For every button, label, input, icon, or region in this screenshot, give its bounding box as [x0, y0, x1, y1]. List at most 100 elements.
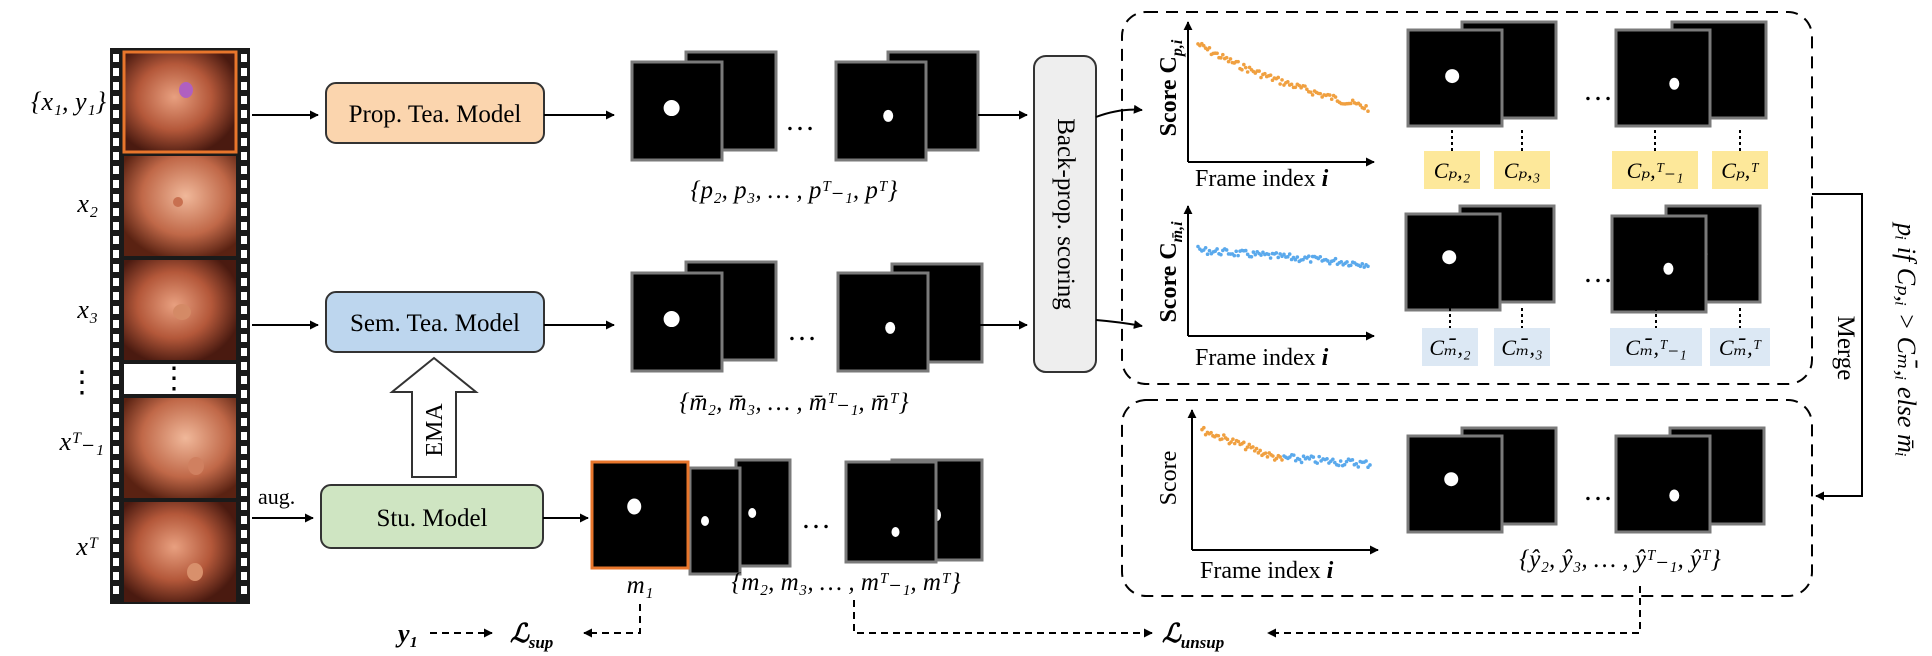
backprop-scoring: Back-prop. scoring — [1033, 55, 1097, 373]
merged-plot-blue-point — [1368, 463, 1372, 467]
student-model: Stu. Model — [320, 484, 544, 549]
prop-mask-pair-b-front — [834, 60, 928, 162]
merged-plot-blue-point — [1317, 454, 1321, 459]
stu-mask-ellipsis: … — [801, 502, 831, 535]
sprocket-hole-left — [113, 390, 119, 398]
prop-plot-point — [1236, 59, 1240, 64]
backprop-scoring-box — [1033, 55, 1097, 373]
merged-plot-blue-point — [1297, 457, 1302, 462]
prop-plot-xlabel-text: Frame index — [1195, 166, 1316, 192]
stu-mask-set: {m₂, m₃, … , mᵀ₋₁, mᵀ} — [731, 569, 960, 596]
prop-tag-label: Cₚ,₂ — [1434, 158, 1471, 183]
sem-plot-point — [1253, 252, 1258, 257]
sprocket-hole-left — [113, 180, 119, 188]
merged-plot-orange-point — [1263, 451, 1268, 455]
merged-plot-blue-point — [1354, 461, 1359, 466]
prop-tag-3: Cₚ,ᵀ — [1712, 130, 1768, 189]
sup-loss: ℒsup — [510, 619, 553, 652]
prop-plot-point — [1240, 67, 1244, 72]
lesion-blob — [1669, 77, 1680, 90]
sprocket-hole-right — [241, 572, 247, 580]
merged-mask-pair-a-front — [1406, 434, 1504, 534]
prop-plot-point — [1349, 101, 1353, 106]
sprocket-hole-right — [241, 236, 247, 244]
sprocket-hole-left — [113, 516, 119, 524]
prop-tag-1: Cₚ,₃ — [1494, 130, 1550, 189]
prop-plot-ylabel-text: Score C — [1156, 56, 1182, 136]
sprocket-hole-right — [241, 320, 247, 328]
stu-mask-2-back-frame — [734, 458, 792, 568]
stu-mask-2-back — [734, 458, 792, 568]
sprocket-hole-right — [241, 306, 247, 314]
frame-label-3: x₃ — [76, 295, 98, 324]
frame-label-5: xᵀ — [75, 532, 99, 561]
prop-plot-point — [1207, 45, 1212, 50]
prop-plot-point — [1358, 103, 1363, 107]
prop-plot-point — [1201, 43, 1206, 48]
merged-mask-pair-b-front — [1614, 434, 1712, 534]
sem-tag-3: Cₘ̄,ᵀ — [1710, 308, 1770, 366]
sem-plot-axes — [1183, 205, 1375, 341]
sprocket-hole-left — [113, 138, 119, 146]
sup-loss-sub: sup — [528, 633, 554, 652]
prop-score-mask-ellipsis: … — [1583, 74, 1613, 107]
merged-plot-xvar: i — [1327, 558, 1334, 584]
prop-plot-point — [1285, 80, 1290, 84]
prop-plot-point — [1350, 98, 1355, 103]
score-sem-mask-pair-a-front — [1404, 212, 1502, 312]
prop-plot-point — [1221, 52, 1225, 57]
prop-mask-pair-a-front — [630, 60, 724, 162]
sprocket-hole-right — [241, 152, 247, 160]
stu-to-unsup-arrow — [853, 600, 1153, 638]
frame-labels: {x₁, y₁} x₂ x₃ ⋮ xᵀ₋₁ xᵀ — [31, 87, 107, 561]
sprocket-hole-right — [241, 432, 247, 440]
sem-mask-pair-a-front-frame — [630, 271, 724, 373]
sem-tag-2: Cₘ̄,ᵀ₋₁ — [1610, 308, 1702, 366]
sprocket-hole-right — [241, 208, 247, 216]
sprocket-hole-left — [113, 208, 119, 216]
score-prop-mask-pair-b-front — [1614, 28, 1712, 128]
merged-plot-orange-point — [1242, 440, 1246, 445]
sem-plot-point — [1366, 264, 1370, 269]
lesion-blob — [663, 100, 680, 117]
ema-arrow: EMA — [389, 356, 479, 478]
prop-plot-point — [1310, 93, 1315, 97]
sem-score-mask-ellipsis: … — [1583, 256, 1613, 289]
prop-mask-pair-b-front-frame — [834, 60, 928, 162]
unsup-loss-symbol: ℒ — [1162, 619, 1182, 648]
arrow-scoring-to-prop-plot — [1095, 104, 1143, 118]
prop-plot-point — [1327, 93, 1332, 97]
sem-plot-point — [1232, 253, 1237, 258]
mask-ellipses: … … … … … … — [785, 74, 1613, 535]
frame-2 — [124, 156, 236, 256]
stu-mask-1 — [590, 460, 690, 570]
merged-plot-orange-point — [1236, 439, 1241, 444]
prop-plot-point — [1226, 59, 1231, 64]
sprocket-hole-left — [113, 152, 119, 160]
sprocket-hole-right — [241, 278, 247, 286]
sem-plot-ylabel-text: Score C — [1156, 242, 1182, 322]
frame-label-1: {x₁, y₁} — [31, 87, 107, 116]
stu-mask-pair-b-front — [844, 460, 938, 564]
prop-plot-point — [1243, 65, 1248, 70]
merged-plot-orange-point — [1265, 455, 1270, 459]
sprocket-hole-right — [241, 124, 247, 132]
m1-to-sup-arrow — [583, 604, 641, 638]
sprocket-hole-right — [241, 362, 247, 370]
mask-set-labels: {p₂, p₃, … , pᵀ₋₁, pᵀ} {m̄₂, m̄₃, … , m̄… — [627, 177, 1721, 599]
merged-plot-orange-point — [1216, 433, 1221, 438]
sprocket-hole-right — [241, 250, 247, 258]
sem-plot-point — [1259, 253, 1263, 257]
sem-plot-point — [1326, 259, 1330, 263]
merged-plot-blue-point — [1338, 459, 1343, 463]
merged-dashed-box — [1121, 399, 1813, 597]
prop-teacher-model: Prop. Tea. Model — [325, 82, 545, 144]
sprocket-hole-left — [113, 362, 119, 370]
sprocket-hole-left — [113, 586, 119, 594]
sem-tag-label: Cₘ̄,ᵀ₋₁ — [1625, 335, 1686, 360]
sprocket-hole-left — [113, 166, 119, 174]
prop-tag-box — [1424, 151, 1480, 189]
frame-1 — [122, 50, 238, 154]
sprocket-hole-left — [113, 334, 119, 342]
prop-plot-point — [1364, 104, 1368, 108]
